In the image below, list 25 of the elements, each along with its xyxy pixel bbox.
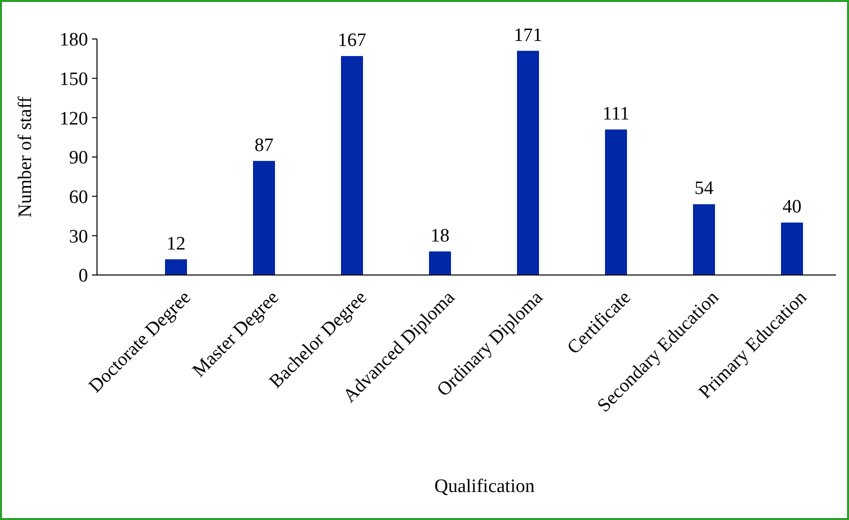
y-tick-label: 30 [69, 226, 88, 248]
bar [341, 56, 363, 275]
data-label: 111 [602, 103, 630, 124]
data-label: 12 [166, 233, 186, 254]
bar [517, 50, 539, 275]
x-axis-title: Qualification [434, 476, 536, 497]
bar [429, 251, 451, 275]
y-axis-title: Number of staff [15, 96, 36, 218]
data-label: 18 [430, 225, 450, 246]
bar [253, 160, 275, 275]
bar [693, 204, 715, 275]
bar [781, 222, 803, 275]
data-label: 87 [254, 134, 274, 156]
data-label: 54 [694, 178, 714, 200]
bar [605, 129, 627, 275]
bar [165, 259, 187, 275]
data-label: 167 [338, 30, 366, 52]
data-label: 40 [782, 196, 802, 218]
y-tick-label: 150 [60, 68, 88, 90]
y-tick-label: 0 [78, 266, 88, 287]
data-label: 171 [514, 24, 542, 46]
y-tick-label: 60 [69, 186, 88, 208]
y-tick-label: 90 [69, 148, 88, 169]
y-tick-label: 180 [60, 30, 88, 51]
y-tick-label: 120 [60, 108, 88, 130]
